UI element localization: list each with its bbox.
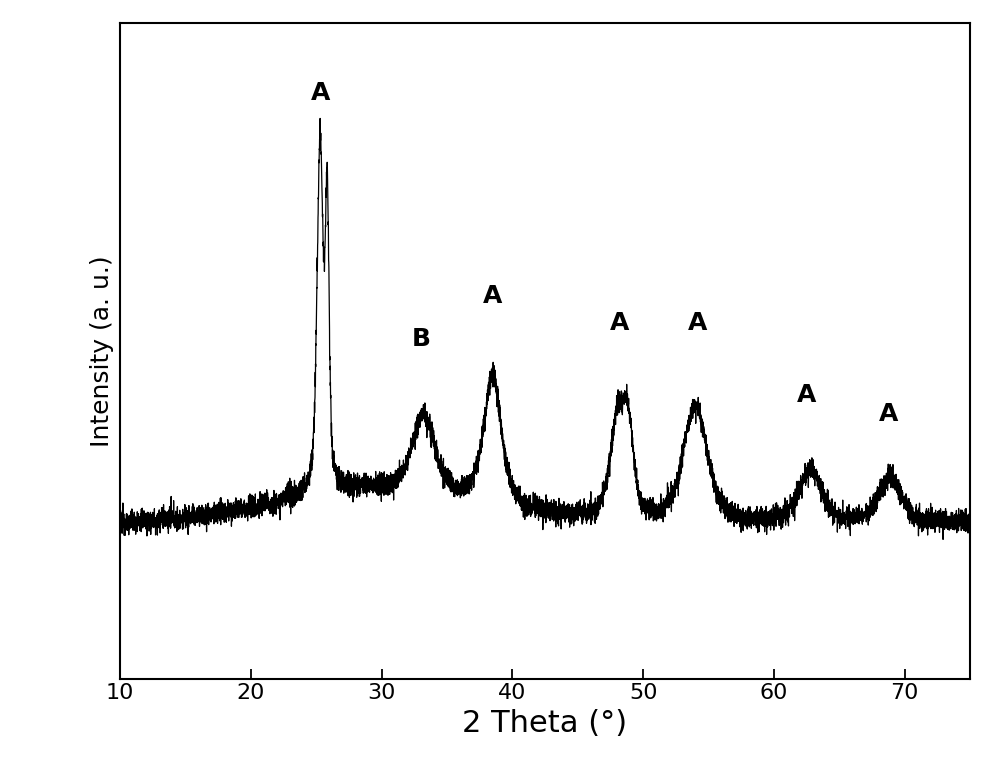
Text: A: A	[610, 310, 629, 335]
Text: A: A	[310, 81, 330, 105]
Text: A: A	[688, 310, 708, 335]
Y-axis label: Intensity (a. u.): Intensity (a. u.)	[90, 255, 114, 447]
Text: B: B	[411, 327, 430, 351]
Text: A: A	[483, 285, 502, 308]
Text: A: A	[879, 402, 899, 427]
X-axis label: 2 Theta (°): 2 Theta (°)	[462, 709, 628, 738]
Text: A: A	[797, 383, 816, 406]
